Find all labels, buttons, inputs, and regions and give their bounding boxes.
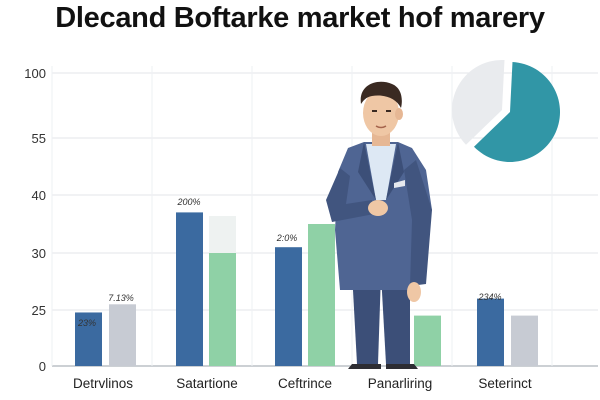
bar bbox=[176, 212, 203, 366]
category-label: Ceftrince bbox=[278, 376, 332, 391]
chart-title: Dlecand Boftarke market hof marery bbox=[55, 2, 545, 34]
shoe-left bbox=[348, 364, 381, 369]
y-tick-label: 0 bbox=[39, 359, 46, 374]
pocket-square bbox=[394, 180, 405, 188]
bar bbox=[477, 298, 504, 366]
y-tick-label: 40 bbox=[32, 188, 46, 203]
category-label: Panarliring bbox=[368, 376, 433, 391]
pie-slice bbox=[473, 62, 560, 163]
businessman-illustration bbox=[326, 81, 432, 369]
shoe-right bbox=[386, 364, 418, 369]
data-label: 2:0% bbox=[276, 233, 298, 243]
x-axis-categories: Detrvlinos Satartione Ceftrince Panarliring… bbox=[73, 376, 532, 391]
mouth bbox=[375, 125, 387, 129]
bar bbox=[275, 247, 302, 366]
pie-chart bbox=[451, 59, 560, 163]
arm-left bbox=[326, 168, 374, 222]
bar-shadow bbox=[209, 216, 236, 253]
hand-right bbox=[407, 282, 421, 302]
data-label: 234% bbox=[477, 292, 501, 302]
data-labels: 23% 7.13% 200% 2:0% 234% bbox=[77, 197, 502, 328]
y-axis-ticks: 100 55 40 30 25 0 bbox=[24, 66, 46, 374]
data-label: 23% bbox=[77, 318, 96, 328]
head bbox=[363, 90, 399, 136]
bar bbox=[414, 315, 441, 366]
bar bbox=[109, 304, 136, 366]
bar bbox=[511, 315, 538, 366]
bar bbox=[75, 312, 102, 366]
bar bbox=[209, 253, 236, 366]
y-tick-label: 30 bbox=[32, 246, 46, 261]
y-tick-label: 100 bbox=[24, 66, 46, 81]
pie-slice bbox=[451, 59, 505, 145]
data-label: 200% bbox=[176, 197, 200, 207]
data-label: 7.13% bbox=[108, 293, 134, 303]
shirt bbox=[366, 144, 396, 200]
category-label: Detrvlinos bbox=[73, 376, 133, 391]
bars bbox=[75, 212, 538, 366]
trouser-right bbox=[381, 272, 410, 364]
hair bbox=[360, 81, 402, 108]
y-tick-label: 25 bbox=[32, 303, 46, 318]
category-label: Seterinct bbox=[478, 376, 532, 391]
lapel-left bbox=[358, 142, 376, 200]
lapel-right bbox=[386, 142, 404, 200]
ear-right bbox=[395, 108, 403, 120]
arm-right bbox=[404, 160, 432, 286]
bar bbox=[308, 224, 335, 366]
y-tick-label: 55 bbox=[32, 131, 46, 146]
category-label: Satartione bbox=[176, 376, 238, 391]
trouser-left bbox=[352, 272, 381, 364]
hand-left bbox=[368, 200, 388, 216]
